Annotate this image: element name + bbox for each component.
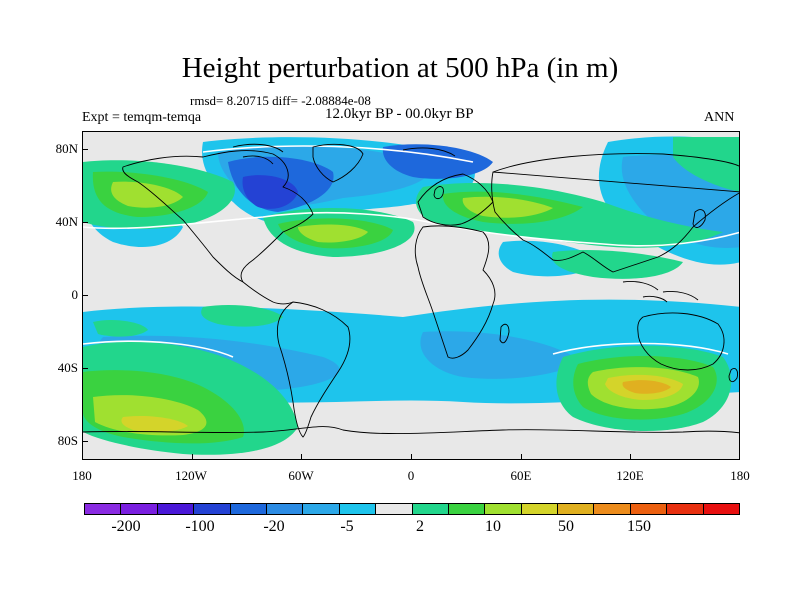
colorbar (84, 503, 740, 515)
colorbar-swatch (303, 504, 340, 514)
lon-label-120w: 120W (175, 468, 207, 483)
lon-tick (192, 454, 193, 460)
colorbar-swatch (558, 504, 595, 514)
map-title: Height perturbation at 500 hPa (in m) (181, 52, 619, 84)
madagascar-coast (499, 323, 510, 344)
lon-label-120e: 120E (616, 468, 644, 483)
tropical-high-patches (93, 305, 283, 337)
lon-tick (411, 454, 412, 460)
colorbar-swatch (521, 504, 559, 514)
central-america-coast (242, 281, 294, 305)
north-pacific-high-region (83, 137, 739, 230)
map-panel (82, 131, 740, 460)
period-text: 12.0kyr BP - 00.0kyr BP (325, 106, 474, 122)
antarctica-coast (83, 426, 739, 435)
lon-label-180-east: 180 (730, 468, 750, 483)
colorbar-swatch (121, 504, 158, 514)
lat-tick (82, 222, 88, 223)
colorbar-swatch (157, 504, 195, 514)
lon-label-180-west: 180 (72, 468, 92, 483)
lat-label-equator: 0 (71, 287, 79, 302)
colorbar-label: -20 (263, 518, 285, 535)
lat-label-80n: 80N (55, 141, 78, 156)
colorbar-swatch (703, 504, 740, 514)
south-indian-ocean-high-region (556, 345, 732, 432)
lon-tick (521, 454, 522, 460)
colorbar-swatch (376, 504, 413, 514)
colorbar-swatch (448, 504, 486, 514)
australia-coast (637, 312, 725, 371)
zero-contours (83, 145, 739, 358)
north-america-coast (122, 150, 314, 283)
lon-label-60w: 60W (288, 468, 314, 483)
stats-text: rmsd= 8.20715 diff= -2.08884e-08 (190, 93, 371, 108)
lon-label-60e: 60E (510, 468, 532, 483)
lat-label-40s: 40S (57, 360, 78, 375)
asia-coast (491, 153, 739, 273)
colorbar-label: 150 (627, 518, 651, 535)
colorbar-label: -100 (185, 518, 215, 535)
lon-tick (301, 454, 302, 460)
lon-label-0: 0 (407, 468, 415, 483)
colorbar-label: 50 (558, 518, 574, 535)
north-atlantic-low-region (202, 137, 493, 226)
season-text: ANN (704, 110, 735, 125)
lat-tick (82, 368, 88, 369)
lat-tick (82, 295, 88, 296)
lat-label-40n: 40N (55, 214, 78, 229)
africa-coast (414, 225, 496, 359)
coastlines (83, 143, 739, 438)
arctic-islands-coast (232, 143, 456, 165)
colorbar-label: -200 (111, 518, 141, 535)
colorbar-swatch (594, 504, 631, 514)
lon-tick (630, 454, 631, 460)
lat-tick (82, 441, 88, 442)
colorbar-swatch (266, 504, 304, 514)
colorbar-swatch (630, 504, 668, 514)
colorbar-swatch (485, 504, 522, 514)
lat-label-80s: 80S (57, 433, 78, 448)
indonesia-coast (622, 281, 699, 303)
colorbar-swatch (339, 504, 377, 514)
colorbar-swatch (230, 504, 267, 514)
lat-tick (82, 149, 88, 150)
height-perturbation-map (83, 132, 739, 459)
colorbar-label: 2 (416, 518, 424, 535)
colorbar-swatch (667, 504, 704, 514)
colorbar-label: -5 (340, 518, 354, 535)
south-pacific-high-region (83, 341, 298, 455)
uk-coast (433, 186, 444, 200)
japan-coast (692, 209, 706, 228)
colorbar-swatch (85, 504, 122, 514)
colorbar-label: 10 (485, 518, 501, 535)
colorbar-swatch (194, 504, 231, 514)
new-zealand-coast (728, 367, 738, 383)
colorbar-swatch (412, 504, 449, 514)
south-america-coast (276, 301, 351, 438)
experiment-text: Expt = temqm-temqa (82, 110, 202, 125)
greenland-coast (312, 143, 364, 183)
